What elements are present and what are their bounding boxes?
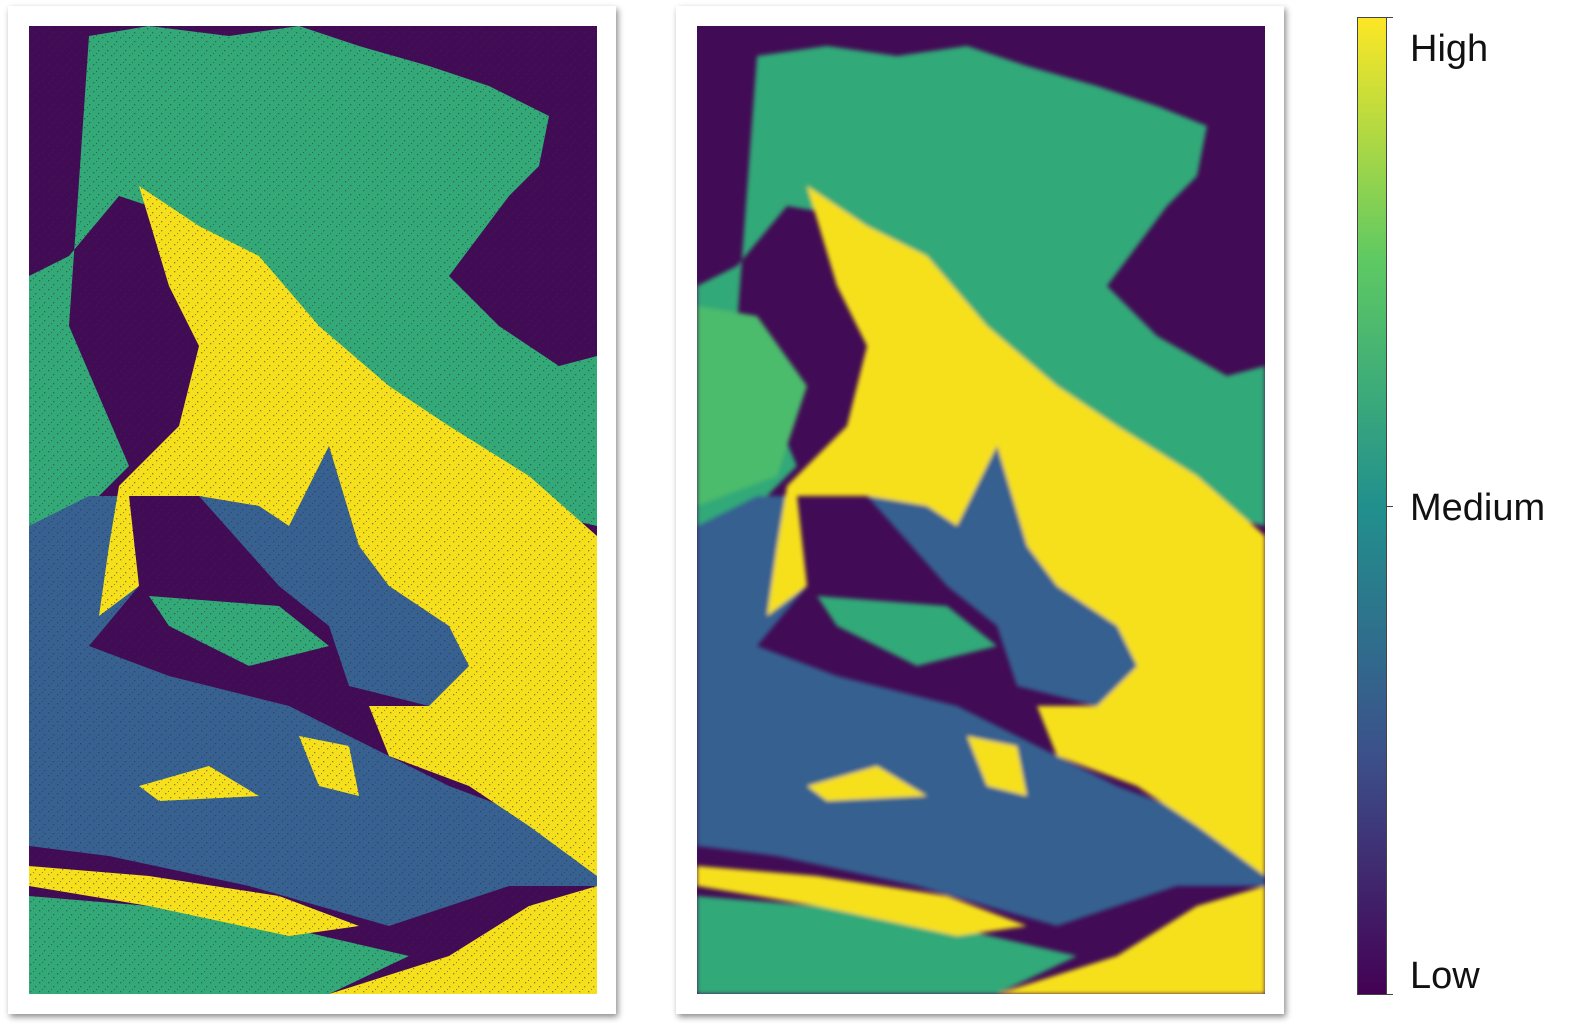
colorbar-tick-medium: [1387, 506, 1393, 507]
right-map-panel: [676, 6, 1284, 1014]
right-smooth-map: [697, 26, 1265, 994]
left-map-panel: [8, 6, 616, 1014]
colorbar-label-low: Low: [1410, 955, 1480, 997]
colorbar-tick-high: [1387, 17, 1393, 18]
colorbar: [1357, 17, 1387, 995]
left-segmentation-map: [29, 26, 597, 994]
colorbar-label-medium: Medium: [1410, 487, 1546, 529]
colorbar-label-high: High: [1410, 28, 1489, 70]
colorbar-tick-low: [1387, 994, 1393, 995]
